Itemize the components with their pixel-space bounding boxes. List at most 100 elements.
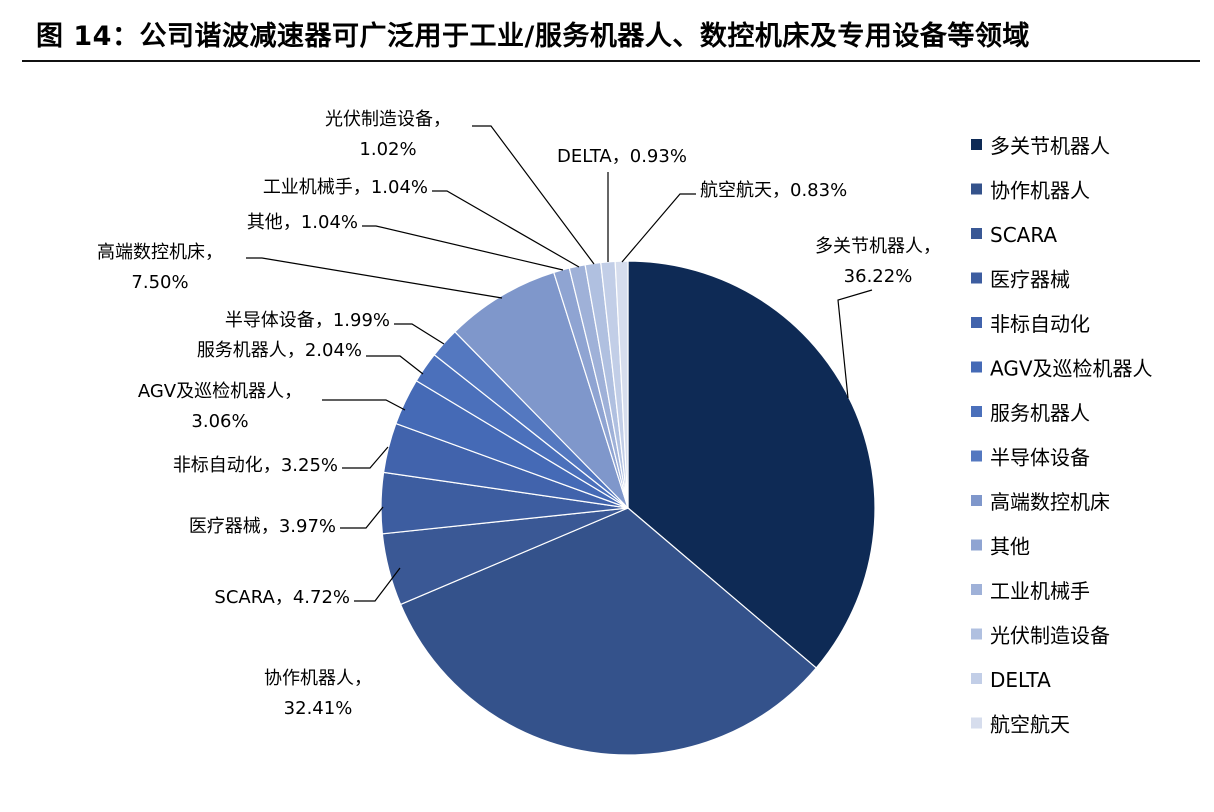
label-separator: ， — [353, 177, 371, 198]
legend-label-3: SCARA — [990, 223, 1057, 247]
legend-swatch-12 — [971, 628, 982, 640]
slice-value-label: 3.97% — [279, 516, 336, 537]
slice-value-label: 0.83% — [790, 180, 847, 201]
slice-label-5-line-1: 非标自动化，3.25% — [173, 455, 338, 476]
legend-label-12: 光伏制造设备 — [990, 624, 1110, 648]
pie-slice-2 — [399, 507, 818, 756]
label-separator: ， — [612, 146, 630, 167]
slice-value-label: 32.41% — [284, 698, 353, 719]
label-separator: ， — [263, 455, 281, 476]
slice-value-label: 4.72% — [293, 587, 350, 608]
slice-category-label: 协作机器人 — [264, 668, 354, 689]
slice-label-9-line-1: 高端数控机床， — [97, 242, 223, 263]
slice-label-3-line-1: SCARA，4.72% — [214, 587, 350, 608]
label-separator: ， — [354, 668, 372, 689]
slice-label-9-line-2: 7.50% — [131, 272, 188, 293]
legend-swatch-1 — [971, 139, 982, 150]
legend-swatch-14 — [971, 717, 982, 729]
legend-swatch-3 — [971, 228, 982, 239]
leader-line-3 — [354, 567, 401, 602]
label-separator: ， — [283, 212, 301, 233]
slice-category-label: 光伏制造设备 — [325, 109, 433, 130]
slice-category-label: 工业机械手 — [263, 177, 353, 198]
slice-value-label: 1.99% — [333, 310, 390, 331]
slice-category-label: 高端数控机床 — [97, 242, 205, 263]
pie-slice-14 — [614, 260, 629, 509]
pie-slice-1 — [627, 260, 876, 669]
legend-label-7: 服务机器人 — [990, 401, 1090, 425]
legend-swatch-13 — [971, 673, 982, 684]
slice-category-label: SCARA — [214, 587, 275, 608]
legend-label-5: 非标自动化 — [990, 312, 1090, 336]
slice-label-2-line-2: 32.41% — [284, 698, 353, 719]
slice-value-label: 3.06% — [191, 411, 248, 432]
slice-category-label: 半导体设备 — [225, 310, 315, 331]
slice-category-label: AGV及巡检机器人 — [138, 381, 284, 402]
legend-swatch-5 — [971, 317, 982, 328]
slice-label-1-line-1: 多关节机器人， — [815, 236, 941, 257]
legend-swatch-2 — [971, 183, 982, 195]
leader-line-12 — [472, 125, 595, 265]
legend-label-8: 半导体设备 — [990, 446, 1090, 470]
slice-label-13-line-1: DELTA，0.93% — [557, 146, 687, 167]
slice-label-10-line-1: 其他，1.04% — [247, 212, 358, 233]
slice-category-label: 其他 — [247, 212, 283, 233]
leader-line-8 — [394, 323, 445, 345]
legend-swatch-8 — [971, 450, 982, 462]
slice-value-label: 1.02% — [359, 139, 416, 160]
slice-category-label: 非标自动化 — [173, 455, 263, 476]
slice-category-label: 多关节机器人 — [815, 236, 923, 257]
slice-label-14-line-1: 航空航天，0.83% — [700, 180, 847, 201]
slice-label-11-line-1: 工业机械手，1.04% — [263, 177, 428, 198]
slice-value-label: 2.04% — [305, 340, 362, 361]
label-separator: ， — [205, 242, 223, 263]
slice-label-4-line-1: 医疗器械，3.97% — [189, 516, 336, 537]
slice-value-label: 0.93% — [630, 146, 687, 167]
legend-swatch-4 — [971, 272, 982, 284]
slice-value-label: 36.22% — [844, 266, 913, 287]
leader-line-4 — [340, 506, 384, 529]
leader-line-9 — [246, 257, 503, 299]
slice-label-7-line-1: 服务机器人，2.04% — [197, 340, 362, 361]
slice-label-2-line-1: 协作机器人， — [264, 668, 372, 689]
label-separator: ， — [433, 109, 451, 130]
legend-swatch-11 — [971, 584, 982, 595]
legend-label-1: 多关节机器人 — [990, 134, 1110, 158]
slice-category-label: 医疗器械 — [189, 516, 261, 537]
legend-label-14: 航空航天 — [990, 713, 1070, 737]
slice-category-label: DELTA — [557, 146, 612, 167]
leader-line-14 — [621, 193, 696, 263]
legend-label-11: 工业机械手 — [990, 579, 1090, 603]
label-separator: ， — [772, 180, 790, 201]
pie-slice-9 — [454, 271, 629, 509]
title-rule — [22, 60, 1200, 62]
legend-swatch-6 — [971, 361, 982, 373]
legend-label-10: 其他 — [990, 535, 1030, 559]
legend-label-13: DELTA — [990, 668, 1051, 692]
legend-label-9: 高端数控机床 — [990, 490, 1110, 514]
slice-category-label: 服务机器人 — [197, 340, 287, 361]
legend-label-4: 医疗器械 — [990, 268, 1070, 292]
label-separator: ， — [315, 310, 333, 331]
label-separator: ， — [284, 381, 302, 402]
label-separator: ， — [923, 236, 941, 257]
legend-swatch-7 — [971, 406, 982, 417]
legend-label-2: 协作机器人 — [990, 179, 1090, 203]
leader-line-1 — [837, 289, 873, 399]
leader-line-11 — [432, 190, 580, 268]
slice-label-6-line-2: 3.06% — [191, 411, 248, 432]
slice-category-label: 航空航天 — [700, 180, 772, 201]
slice-value-label: 3.25% — [281, 455, 338, 476]
slice-label-12-line-2: 1.02% — [359, 139, 416, 160]
leader-line-7 — [366, 355, 424, 375]
slice-value-label: 1.04% — [301, 212, 358, 233]
leader-line-5 — [342, 446, 389, 469]
legend-swatch-10 — [971, 539, 982, 551]
slice-value-label: 1.04% — [371, 177, 428, 198]
leader-line-6 — [322, 399, 406, 411]
figure-title: 图 14：公司谐波减速器可广泛用于工业/服务机器人、数控机床及专用设备等领域 — [36, 21, 1030, 52]
label-separator: ， — [287, 340, 305, 361]
legend-label-6: AGV及巡检机器人 — [990, 357, 1153, 381]
label-separator: ， — [275, 587, 293, 608]
